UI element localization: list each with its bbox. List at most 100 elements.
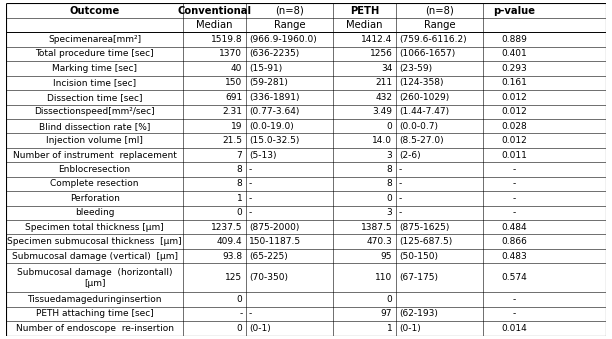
Text: (0.0-0.7): (0.0-0.7) xyxy=(399,122,438,131)
Text: (59-281): (59-281) xyxy=(249,78,288,87)
Text: 0.866: 0.866 xyxy=(501,237,528,246)
Text: Marking time [sec]: Marking time [sec] xyxy=(52,64,137,73)
Text: (0.77-3.64): (0.77-3.64) xyxy=(249,107,299,116)
Text: 34: 34 xyxy=(381,64,392,73)
Text: Specimen submucosal thickness  [μm]: Specimen submucosal thickness [μm] xyxy=(7,237,182,246)
Text: Submucosal damage  (horizontall)
[μm]: Submucosal damage (horizontall) [μm] xyxy=(17,268,173,287)
Text: (n=8): (n=8) xyxy=(275,6,304,16)
Text: -: - xyxy=(249,179,252,188)
Text: 0.014: 0.014 xyxy=(502,324,528,333)
Text: 0.028: 0.028 xyxy=(502,122,528,131)
Text: (636-2235): (636-2235) xyxy=(249,49,299,58)
Text: 0.483: 0.483 xyxy=(502,252,528,261)
Text: Median: Median xyxy=(346,20,382,30)
Text: 432: 432 xyxy=(375,93,392,102)
Text: 0: 0 xyxy=(387,295,392,304)
Text: (62-193): (62-193) xyxy=(399,310,438,318)
Text: 1519.8: 1519.8 xyxy=(211,35,242,44)
Text: (67-175): (67-175) xyxy=(399,273,438,282)
Text: Median: Median xyxy=(196,20,233,30)
Text: 110: 110 xyxy=(375,273,392,282)
Text: Incision time [sec]: Incision time [sec] xyxy=(53,78,136,87)
Text: 21.5: 21.5 xyxy=(222,136,242,145)
Text: (65-225): (65-225) xyxy=(249,252,288,261)
Text: (0-1): (0-1) xyxy=(249,324,271,333)
Text: 8: 8 xyxy=(387,165,392,174)
Text: -: - xyxy=(513,179,516,188)
Text: PETH attaching time [sec]: PETH attaching time [sec] xyxy=(35,310,154,318)
Text: 0: 0 xyxy=(237,208,242,217)
Text: Dissectionspeed[mm²/sec]: Dissectionspeed[mm²/sec] xyxy=(34,107,155,116)
Text: (875-1625): (875-1625) xyxy=(399,223,449,232)
Text: 1387.5: 1387.5 xyxy=(360,223,392,232)
Text: -: - xyxy=(513,165,516,174)
Text: -: - xyxy=(513,295,516,304)
Text: -: - xyxy=(249,194,252,203)
Text: Range: Range xyxy=(274,20,305,30)
Text: Specimenarea[mm²]: Specimenarea[mm²] xyxy=(48,35,141,44)
Text: (8.5-27.0): (8.5-27.0) xyxy=(399,136,444,145)
Text: 1256: 1256 xyxy=(370,49,392,58)
Text: 1412.4: 1412.4 xyxy=(361,35,392,44)
Text: (15.0-32.5): (15.0-32.5) xyxy=(249,136,299,145)
Text: 95: 95 xyxy=(381,252,392,261)
Text: 8: 8 xyxy=(387,179,392,188)
Text: (5-13): (5-13) xyxy=(249,151,277,160)
Text: 3: 3 xyxy=(387,208,392,217)
Text: Dissection time [sec]: Dissection time [sec] xyxy=(47,93,143,102)
Text: (125-687.5): (125-687.5) xyxy=(399,237,452,246)
Text: 1237.5: 1237.5 xyxy=(211,223,242,232)
Text: 409.4: 409.4 xyxy=(217,237,242,246)
Text: Outcome: Outcome xyxy=(69,6,120,16)
Text: (15-91): (15-91) xyxy=(249,64,282,73)
Text: 14.0: 14.0 xyxy=(372,136,392,145)
Text: (0.0-19.0): (0.0-19.0) xyxy=(249,122,294,131)
Text: -: - xyxy=(399,165,402,174)
Text: 691: 691 xyxy=(225,93,242,102)
Text: (260-1029): (260-1029) xyxy=(399,93,449,102)
Text: 470.3: 470.3 xyxy=(367,237,392,246)
Text: 0.012: 0.012 xyxy=(502,93,528,102)
Text: bleeding: bleeding xyxy=(75,208,114,217)
Text: (23-59): (23-59) xyxy=(399,64,432,73)
Text: 8: 8 xyxy=(237,165,242,174)
Text: Total procedure time [sec]: Total procedure time [sec] xyxy=(35,49,154,58)
Text: 93.8: 93.8 xyxy=(222,252,242,261)
Text: Complete resection: Complete resection xyxy=(50,179,139,188)
Text: 150-1187.5: 150-1187.5 xyxy=(249,237,301,246)
Text: (336-1891): (336-1891) xyxy=(249,93,299,102)
Text: -: - xyxy=(239,310,242,318)
Text: (124-358): (124-358) xyxy=(399,78,444,87)
Text: Conventional: Conventional xyxy=(177,6,252,16)
Text: p-value: p-value xyxy=(493,6,536,16)
Text: 3: 3 xyxy=(387,151,392,160)
Text: Blind dissection rate [%]: Blind dissection rate [%] xyxy=(39,122,151,131)
Text: 1: 1 xyxy=(237,194,242,203)
Text: -: - xyxy=(249,310,252,318)
Text: -: - xyxy=(513,310,516,318)
Text: (759.6-6116.2): (759.6-6116.2) xyxy=(399,35,466,44)
Text: 0: 0 xyxy=(237,295,242,304)
Text: 97: 97 xyxy=(381,310,392,318)
Text: 0.012: 0.012 xyxy=(502,136,528,145)
Text: 0: 0 xyxy=(387,122,392,131)
Text: -: - xyxy=(399,194,402,203)
Text: (1.44-7.47): (1.44-7.47) xyxy=(399,107,449,116)
Text: (0-1): (0-1) xyxy=(399,324,420,333)
Text: 19: 19 xyxy=(231,122,242,131)
Text: Number of endoscope  re-insertion: Number of endoscope re-insertion xyxy=(15,324,174,333)
Text: (2-6): (2-6) xyxy=(399,151,420,160)
Text: Enblocresection: Enblocresection xyxy=(59,165,130,174)
Text: 0.574: 0.574 xyxy=(502,273,528,282)
Text: Injection volume [ml]: Injection volume [ml] xyxy=(46,136,143,145)
Text: 0.484: 0.484 xyxy=(502,223,527,232)
Text: (70-350): (70-350) xyxy=(249,273,288,282)
Text: -: - xyxy=(513,194,516,203)
Text: 0.401: 0.401 xyxy=(502,49,528,58)
Text: 7: 7 xyxy=(237,151,242,160)
Text: Tissuedamageduringinsertion: Tissuedamageduringinsertion xyxy=(28,295,162,304)
Text: 0.293: 0.293 xyxy=(502,64,528,73)
Text: 1370: 1370 xyxy=(220,49,242,58)
Text: (50-150): (50-150) xyxy=(399,252,438,261)
Text: 0: 0 xyxy=(237,324,242,333)
